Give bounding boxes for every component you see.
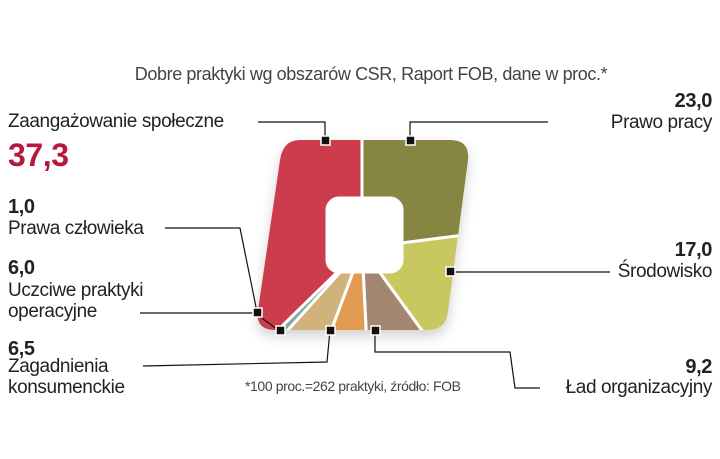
footnote: *100 proc.=262 praktyki, źródło: FOB [245, 378, 461, 394]
label-prawo-pracy: Prawo pracy [610, 112, 713, 133]
leader-zaangazowanie [258, 121, 326, 140]
marker [370, 325, 381, 336]
leader-prawa-czlowieka [165, 227, 258, 313]
value-zagadnienia: 6,5 [8, 338, 35, 360]
value-zaangazowanie: 37,3 [8, 137, 69, 173]
value-uczciwe: 6,0 [8, 257, 35, 279]
label-lad: Ład organizacyjny [565, 377, 713, 398]
marker [405, 135, 416, 146]
label-zaangazowanie: Zaangażowanie społeczne [8, 111, 224, 132]
label-uczciwe-2: operacyjne [8, 301, 97, 322]
center-hole [325, 196, 404, 274]
marker [275, 325, 286, 336]
value-srodowisko: 17,0 [674, 239, 713, 261]
marker [320, 135, 331, 146]
label-zagadnienia-2: konsumenckie [8, 377, 125, 398]
leader-zagadnienia [142, 329, 331, 367]
label-uczciwe-1: Uczciwe praktyki [8, 280, 144, 301]
marker [325, 325, 336, 336]
label-srodowisko: Środowisko [617, 261, 713, 282]
leader-lad [374, 330, 540, 389]
marker [445, 266, 456, 277]
marker [252, 307, 263, 318]
value-prawo-pracy: 23,0 [674, 90, 713, 112]
pie-slice-3 [307, 247, 372, 330]
pie-slice-4 [259, 246, 364, 330]
value-prawa-czlowieka: 1,0 [8, 196, 35, 218]
pie-slice-6 [257, 140, 364, 330]
leader-prawo-pracy [409, 121, 548, 140]
label-prawa-czlowieka: Prawa człowieka [8, 218, 144, 239]
value-lad: 9,2 [685, 356, 712, 378]
chart-title: Dobre praktyki wg obszarów CSR, Raport F… [134, 64, 608, 84]
pie-slice-2 [360, 243, 453, 330]
label-zagadnienia-1: Zagadnienia [8, 356, 109, 377]
